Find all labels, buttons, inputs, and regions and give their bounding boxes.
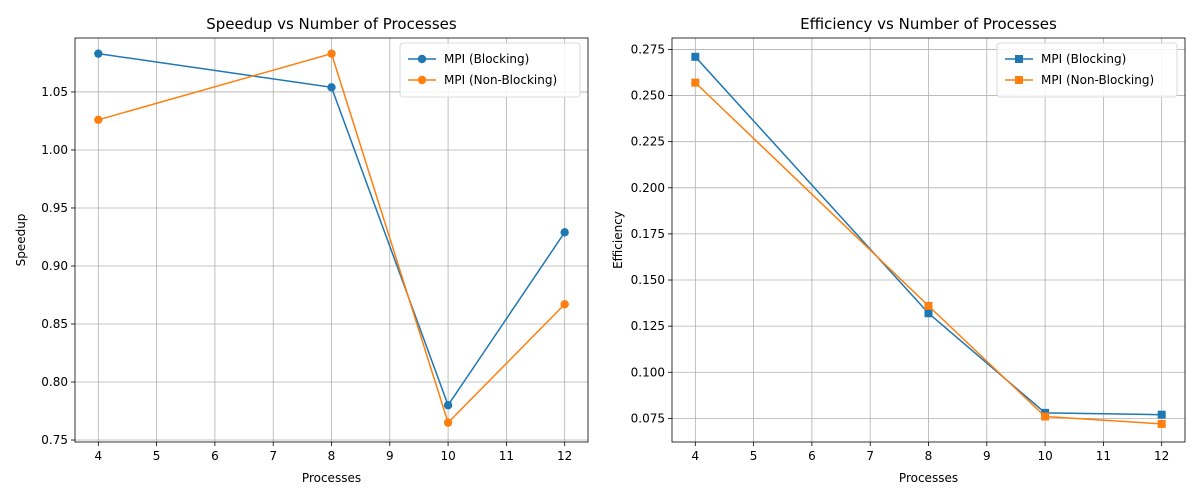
chart-title: Efficiency vs Number of Processes [800, 15, 1057, 33]
chart-title: Speedup vs Number of Processes [206, 15, 457, 33]
data-point-marker [327, 83, 336, 92]
data-point-marker [560, 228, 569, 237]
y-tick-label: 0.125 [631, 319, 665, 333]
data-point-marker [924, 309, 933, 318]
legend-label: MPI (Non-Blocking) [444, 73, 557, 87]
x-tick-label: 12 [1154, 449, 1169, 463]
x-axis-label: Processes [899, 471, 958, 485]
legend-box [399, 42, 581, 98]
y-tick-label: 0.95 [41, 201, 68, 215]
y-tick-label: 0.250 [631, 89, 665, 103]
x-tick-label: 6 [211, 449, 219, 463]
x-tick-label: 11 [1096, 449, 1111, 463]
x-tick-label: 8 [925, 449, 933, 463]
x-tick-label: 11 [499, 449, 514, 463]
data-point-marker [443, 401, 453, 410]
y-tick-label: 0.075 [631, 411, 665, 425]
series-line-0 [694, 56, 1162, 416]
legend-label: MPI (Non-Blocking) [1041, 73, 1154, 87]
legend-label: MPI (Blocking) [444, 52, 529, 66]
y-tick-label: 0.85 [41, 317, 68, 331]
data-point-marker [327, 49, 336, 58]
x-tick-label: 7 [269, 449, 277, 463]
x-tick-label: 5 [750, 449, 758, 463]
efficiency-chart: 4 5 6 7 8 9 10 11 12 0.075 0.100 0.125 0.150 0.175 0.2… [611, 15, 1186, 485]
data-point-marker [691, 78, 700, 87]
data-point-marker [691, 52, 700, 61]
plot-frame [74, 37, 589, 443]
legend-marker [1015, 76, 1023, 84]
y-tick-label: 0.175 [631, 227, 665, 241]
y-tick-label: 0.80 [41, 375, 68, 389]
data-point-marker [560, 300, 569, 309]
y-tick-label: 0.75 [41, 433, 68, 447]
y-tick-label: 0.90 [41, 259, 68, 273]
data-point-marker [1157, 419, 1166, 428]
legend-marker [1015, 55, 1023, 63]
legend-marker [417, 54, 427, 64]
x-tick-label: 4 [94, 449, 102, 463]
x-tick-label: 12 [557, 449, 572, 463]
x-tick-label: 10 [440, 449, 455, 463]
data-point-marker [1041, 412, 1050, 421]
y-axis-label: Speedup [14, 214, 28, 267]
x-tick-label: 5 [153, 449, 161, 463]
data-point-marker [443, 418, 453, 427]
y-tick-label: 0.100 [631, 365, 665, 379]
data-point-marker [94, 115, 103, 124]
data-point-marker [94, 49, 103, 58]
x-tick-label: 9 [983, 449, 991, 463]
x-tick-label: 9 [386, 449, 394, 463]
x-axis-label: Processes [302, 471, 361, 485]
y-axis-label: Efficiency [611, 211, 625, 269]
x-tick-label: 7 [866, 449, 874, 463]
data-point-marker [924, 301, 933, 310]
y-tick-label: 0.150 [631, 273, 665, 287]
x-tick-label: 8 [328, 449, 336, 463]
x-tick-label: 10 [1037, 449, 1052, 463]
y-tick-label: 0.225 [631, 135, 665, 149]
y-tick-label: 0.275 [631, 42, 665, 56]
series-line-0 [98, 52, 566, 407]
data-point-marker [1157, 410, 1166, 419]
series-line-1 [98, 52, 566, 425]
x-tick-label: 6 [808, 449, 816, 463]
legend-box [996, 42, 1178, 98]
x-tick-label: 4 [691, 449, 699, 463]
legend-marker [417, 75, 427, 85]
speedup-chart: 4 5 6 7 8 9 10 11 12 0.75 0.80 0.85 0.90 0.95 1.00 1.05… [14, 15, 589, 485]
y-tick-label: 0.200 [631, 181, 665, 195]
plot-frame [671, 37, 1186, 443]
legend-label: MPI (Blocking) [1041, 52, 1126, 66]
y-tick-label: 1.00 [41, 143, 68, 157]
series-line-1 [694, 82, 1162, 425]
y-tick-label: 1.05 [41, 85, 68, 99]
